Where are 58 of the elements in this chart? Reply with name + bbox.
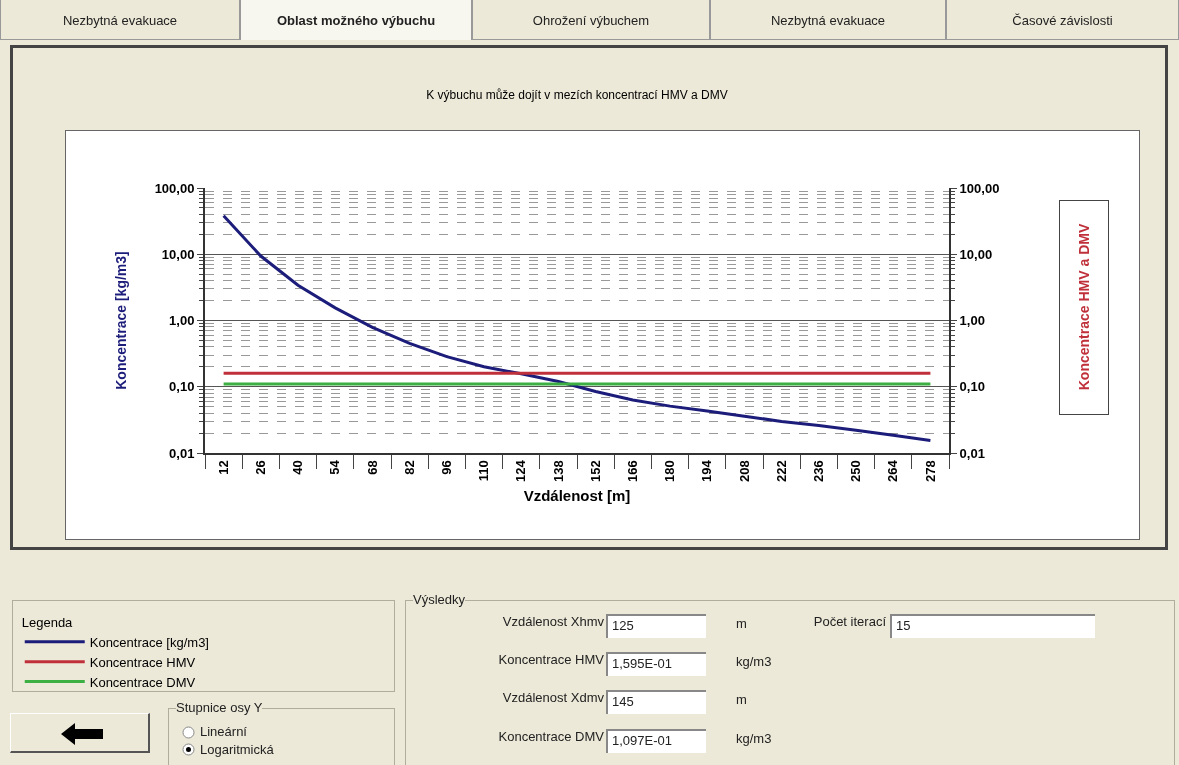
x-axis-title: Vzdálenost [m] xyxy=(523,487,631,505)
text: Stupnice osy Y xyxy=(176,700,263,715)
text: Koncentrace HMV a DMV xyxy=(1076,223,1092,391)
x-tick-label: 208 xyxy=(736,460,752,482)
text: Koncentrace DMV xyxy=(498,729,604,744)
text: Počet iterací xyxy=(813,614,886,629)
legend-title: Legenda xyxy=(21,614,74,630)
text: kg/m3 xyxy=(736,731,772,746)
legend-label: Koncentrace [kg/m3] xyxy=(89,634,209,650)
text: Výsledky xyxy=(413,592,466,607)
line-series xyxy=(222,214,932,442)
text: Lineární xyxy=(200,724,247,739)
text: 10,00 xyxy=(959,246,993,262)
x-tick-label: 26 xyxy=(253,460,269,475)
text: Časové závislosti xyxy=(1011,13,1114,28)
text: Nezbytná evakuace xyxy=(769,13,887,28)
x-tick-label: 180 xyxy=(662,460,678,482)
text: Ohrožení výbuchem xyxy=(531,13,651,28)
x-tick-label: 250 xyxy=(848,460,864,482)
x-tick-label: 124 xyxy=(513,459,529,482)
chart-title: K výbuchu může dojít v mezích koncentrací HMV a DMV xyxy=(426,88,728,103)
y-tick-label: 1,00 xyxy=(169,313,195,329)
text: Logaritmická xyxy=(200,742,274,757)
x-tick-label: 278 xyxy=(922,460,938,482)
text: Vzdálenost Xdmv xyxy=(502,690,604,705)
x-tick-label: 68 xyxy=(364,460,380,475)
y-tick-label: 0,01 xyxy=(169,445,195,461)
text: 15 xyxy=(896,618,911,633)
text: Nezbytná evakuace xyxy=(61,13,179,28)
legend-label: Koncentrace DMV xyxy=(89,674,196,690)
x-tick-label: 194 xyxy=(699,459,715,482)
text: 100,00 xyxy=(959,180,1000,196)
text: m xyxy=(736,616,747,631)
text: Oblast možného výbuchu xyxy=(275,13,437,28)
text: Koncentrace HMV xyxy=(498,652,604,667)
x-tick-label: 236 xyxy=(811,460,827,482)
text: kg/m3 xyxy=(736,654,772,669)
x-tick-label: 166 xyxy=(625,460,641,482)
text: Vzdálenost Xhmv xyxy=(502,614,604,629)
y-tick-label: 100,00 xyxy=(154,180,195,196)
x-tick-label: 40 xyxy=(290,460,306,475)
x-tick-label: 138 xyxy=(550,460,566,482)
x-tick-label: 54 xyxy=(327,459,343,475)
x-tick-label: 152 xyxy=(587,460,603,482)
x-tick-label: 264 xyxy=(885,459,901,482)
x-tick-label: 222 xyxy=(773,460,789,482)
text: 0,10 xyxy=(959,379,985,395)
x-tick-label: 110 xyxy=(476,460,492,482)
text: 0,01 xyxy=(959,445,985,461)
text: m xyxy=(736,692,747,707)
y-axis-title: Koncentrace [kg/m3] xyxy=(112,251,129,390)
x-tick-label: 96 xyxy=(439,460,455,475)
x-tick-label: 82 xyxy=(401,460,417,475)
y-tick-label: 10,00 xyxy=(161,246,195,262)
legend-label: Koncentrace HMV xyxy=(89,654,196,670)
y-tick-label: 0,10 xyxy=(169,379,195,395)
text: 1,00 xyxy=(959,313,985,329)
x-tick-label: 12 xyxy=(215,460,231,475)
